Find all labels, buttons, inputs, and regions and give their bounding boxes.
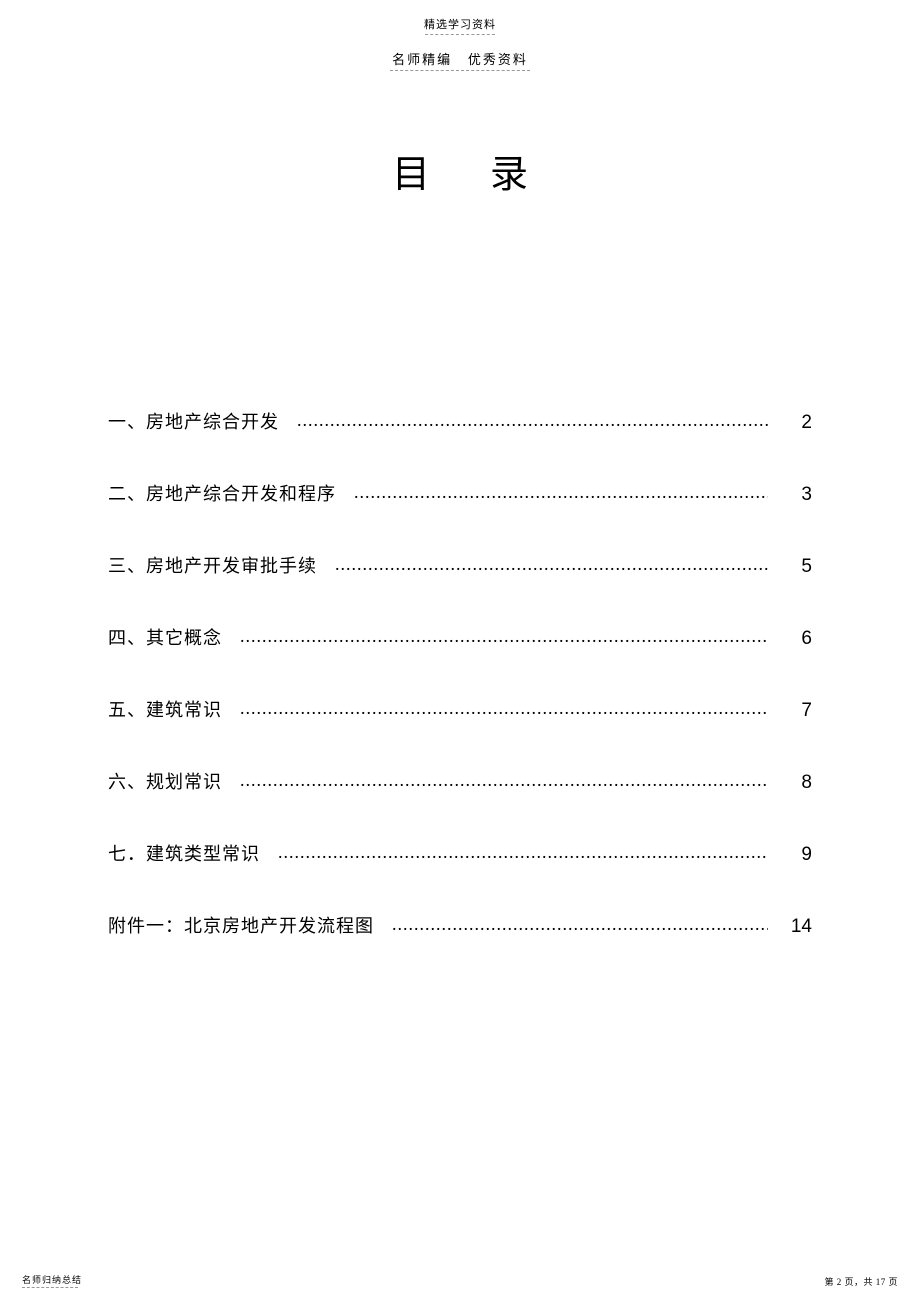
- toc-entry: 七．建筑类型常识 ...............................…: [108, 840, 812, 866]
- toc-entry: 附件一：北京房地产开发流程图 .........................…: [108, 912, 812, 938]
- header-top: 精选学习资料: [0, 0, 920, 35]
- toc-dots: ........................................…: [392, 914, 768, 935]
- toc-page: 2: [782, 412, 812, 434]
- toc-label: 七．建筑类型常识: [108, 840, 260, 866]
- header-sub-right: 优秀资料: [468, 52, 528, 67]
- header-sub-underline: [390, 70, 530, 71]
- toc-dots: ........................................…: [240, 626, 768, 647]
- header-sub: 名师精编 优秀资料: [0, 49, 920, 71]
- page-title: 目录: [0, 143, 920, 198]
- footer-page-total: 17: [876, 1277, 886, 1287]
- toc-page: 7: [782, 700, 812, 722]
- toc-dots: ........................................…: [335, 554, 768, 575]
- toc-label: 二、房地产综合开发和程序: [108, 480, 336, 506]
- toc-dots: ........................................…: [240, 770, 768, 791]
- toc-label: 六、规划常识: [108, 768, 222, 794]
- toc-entry: 五、建筑常识 .................................…: [108, 696, 812, 722]
- footer-left: 名师归纳总结: [22, 1273, 82, 1288]
- toc-page: 9: [782, 844, 812, 866]
- toc-page: 8: [782, 772, 812, 794]
- toc-label: 一、房地产综合开发: [108, 408, 279, 434]
- toc-entry: 一、房地产综合开发 ..............................…: [108, 408, 812, 434]
- footer-page-middle: 页，共: [842, 1277, 876, 1287]
- toc-label: 附件一：北京房地产开发流程图: [108, 912, 374, 938]
- toc-label: 五、建筑常识: [108, 696, 222, 722]
- toc-entry: 三、房地产开发审批手续 ............................…: [108, 552, 812, 578]
- toc-entry: 四、其它概念 .................................…: [108, 624, 812, 650]
- toc-dots: ........................................…: [240, 698, 768, 719]
- toc-page: 3: [782, 484, 812, 506]
- footer-right: 第 2 页，共 17 页: [824, 1275, 898, 1288]
- toc-page: 5: [782, 556, 812, 578]
- table-of-contents: 一、房地产综合开发 ..............................…: [0, 408, 920, 938]
- footer-left-underline: [22, 1287, 78, 1288]
- header-sub-left: 名师精编: [392, 52, 452, 67]
- toc-entry: 二、房地产综合开发和程序 ...........................…: [108, 480, 812, 506]
- toc-page: 14: [782, 916, 812, 938]
- toc-label: 三、房地产开发审批手续: [108, 552, 317, 578]
- header-top-text: 精选学习资料: [424, 19, 496, 31]
- header-top-underline: [425, 34, 495, 35]
- toc-dots: ........................................…: [297, 410, 768, 431]
- footer-left-text: 名师归纳总结: [22, 1275, 82, 1285]
- toc-page: 6: [782, 628, 812, 650]
- toc-label: 四、其它概念: [108, 624, 222, 650]
- footer-page-suffix: 页: [886, 1277, 898, 1287]
- toc-dots: ........................................…: [354, 482, 768, 503]
- footer-page-prefix: 第: [824, 1277, 836, 1287]
- toc-entry: 六、规划常识 .................................…: [108, 768, 812, 794]
- toc-dots: ........................................…: [278, 842, 768, 863]
